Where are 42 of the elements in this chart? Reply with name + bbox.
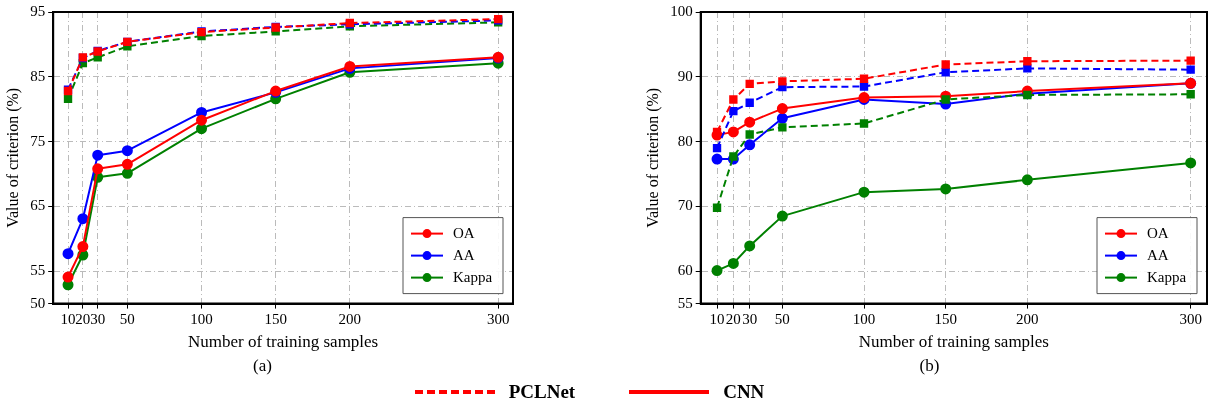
y-tick-label: 70 bbox=[677, 197, 693, 214]
y-tick-label: 100 bbox=[670, 2, 693, 19]
y-tick-label: 95 bbox=[30, 2, 46, 19]
text: (a) bbox=[252, 355, 273, 377]
x-tick-label: 10 bbox=[709, 310, 725, 327]
x-tick-label: 300 bbox=[486, 310, 510, 327]
y-tick-label: 65 bbox=[30, 197, 46, 214]
x-tick-label: 20 bbox=[75, 310, 91, 327]
y-tick-label: 80 bbox=[677, 132, 693, 149]
x-tick-label: 20 bbox=[725, 310, 741, 327]
y-axis-title: Value of criterion (%) bbox=[643, 87, 662, 228]
x-tick-label: 100 bbox=[190, 310, 213, 327]
y-tick-label: 55 bbox=[30, 262, 46, 279]
y-axis-title: Value of criterion (%) bbox=[3, 87, 22, 228]
legend-label: AA bbox=[1147, 246, 1169, 263]
legend-label: AA bbox=[453, 246, 475, 263]
x-tick-label: 30 bbox=[742, 310, 758, 327]
text: (b) bbox=[918, 355, 941, 377]
y-tick-label: 75 bbox=[30, 132, 46, 149]
x-axis-title: Number of training samples bbox=[187, 332, 379, 352]
x-tick-label: 150 bbox=[264, 310, 287, 327]
x-tick-label: 30 bbox=[90, 310, 106, 327]
y-tick-label: 90 bbox=[677, 67, 693, 84]
y-tick-label: 50 bbox=[30, 294, 46, 311]
x-tick-label: 200 bbox=[338, 310, 362, 327]
y-tick-label: 60 bbox=[677, 262, 693, 279]
x-tick-label: 50 bbox=[774, 310, 790, 327]
legend-label: Kappa bbox=[1147, 268, 1187, 285]
legend-label: OA bbox=[453, 224, 475, 241]
x-tick-label: 50 bbox=[119, 310, 135, 327]
text: CNN bbox=[723, 381, 765, 403]
text: PCLNet bbox=[508, 381, 576, 403]
x-tick-label: 10 bbox=[60, 310, 76, 327]
x-tick-label: 100 bbox=[852, 310, 876, 327]
x-tick-label: 150 bbox=[934, 310, 957, 327]
x-tick-label: 200 bbox=[1016, 310, 1039, 327]
legend-label: OA bbox=[1147, 224, 1169, 241]
y-tick-label: 55 bbox=[677, 294, 693, 311]
x-tick-label: 300 bbox=[1179, 310, 1202, 327]
legend-label: Kappa bbox=[453, 268, 493, 285]
y-tick-label: 85 bbox=[30, 67, 46, 84]
x-axis-title: Number of training samples bbox=[858, 332, 1049, 352]
